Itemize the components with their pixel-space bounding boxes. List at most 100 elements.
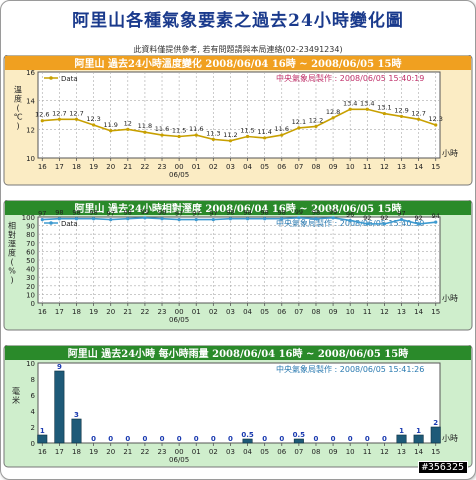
y-axis-label-char: 度 — [14, 94, 22, 104]
x-tick-label: 06 — [277, 163, 286, 171]
data-label: 98 — [158, 209, 166, 217]
y-tick-label: 90 — [26, 223, 35, 231]
x-tick-label: 19 — [89, 163, 98, 171]
data-point — [228, 217, 233, 221]
rain-bar — [242, 438, 253, 444]
x-tick-label: 11 — [363, 308, 372, 316]
x-tick-label: 04 — [243, 448, 252, 456]
x-date-label: 06/05 — [169, 456, 189, 464]
y-tick-label: 6 — [31, 392, 36, 400]
bar-value-label: 1 — [40, 427, 45, 435]
legend-marker — [49, 221, 53, 225]
data-point — [126, 127, 130, 131]
data-point — [109, 217, 113, 222]
bar-value-label: 0 — [91, 435, 96, 443]
data-point — [382, 111, 387, 116]
data-label: 98 — [243, 209, 251, 217]
chart-header-bar — [5, 346, 471, 360]
x-tick-label: 12 — [380, 163, 389, 171]
x-tick-label: 08 — [312, 308, 321, 316]
x-tick-label: 12 — [380, 308, 389, 316]
data-point — [160, 217, 164, 221]
plot-area — [37, 71, 441, 159]
data-label: 99 — [329, 208, 337, 216]
data-label: 11.6 — [189, 125, 203, 133]
rain-bar — [396, 434, 407, 444]
data-point — [245, 217, 250, 221]
y-tick-label: 30 — [26, 274, 35, 282]
watermark: #356325 — [417, 461, 468, 474]
bar-value-label: 2 — [433, 419, 438, 427]
data-label: 11.9 — [103, 121, 117, 129]
y-tick-label: 70 — [26, 240, 35, 248]
data-point — [177, 217, 181, 222]
data-label: 12.1 — [292, 118, 306, 126]
chart-header-bar — [5, 201, 471, 215]
y-tick-label: 2 — [31, 424, 35, 432]
x-tick-label: 04 — [243, 308, 252, 316]
data-point — [263, 136, 267, 140]
data-point — [109, 129, 113, 133]
legend-marker — [49, 76, 53, 80]
data-label: 99 — [141, 208, 149, 216]
series-line — [42, 217, 436, 225]
data-label: 11.8 — [138, 122, 152, 130]
x-date-label: 06/05 — [169, 171, 189, 179]
data-label: 97 — [397, 210, 405, 218]
x-tick-label: 09 — [329, 163, 338, 171]
data-label: 12.2 — [309, 116, 323, 124]
x-tick-label: 18 — [72, 448, 81, 456]
x-tick-label: 22 — [140, 308, 149, 316]
data-label: 98 — [278, 209, 286, 217]
data-label: 98 — [55, 209, 63, 217]
y-axis-label-char: 毫 — [12, 386, 20, 396]
x-tick-label: 00 — [175, 163, 184, 171]
x-tick-label: 04 — [243, 163, 252, 171]
data-label: 97 — [107, 210, 115, 218]
bar-value-label: 0 — [262, 435, 267, 443]
x-unit-label: 小時 — [442, 149, 458, 158]
y-tick-label: 50 — [26, 257, 35, 265]
bar-value-label: 3 — [74, 411, 79, 419]
x-tick-label: 05 — [260, 308, 269, 316]
data-point — [194, 217, 198, 222]
y-axis-label-char: 溫 — [14, 86, 22, 95]
data-label: 97 — [175, 210, 183, 218]
y-axis-label: 毫米 — [12, 386, 20, 405]
y-axis-label-char: 米 — [12, 395, 20, 405]
y-axis-label-char: ℃ — [14, 113, 23, 122]
x-tick-label: 01 — [192, 308, 201, 316]
y-tick-label: 12 — [26, 126, 35, 134]
y-tick-label: 80 — [26, 231, 35, 239]
x-tick-label: 05 — [260, 163, 269, 171]
y-axis-label-char: ( — [16, 104, 19, 113]
data-label: 13.4 — [360, 99, 374, 107]
y-axis-label: 溫度(℃) — [14, 86, 23, 131]
data-point — [382, 222, 387, 226]
bar-value-label: 0 — [348, 435, 353, 443]
x-date-label: 06/05 — [169, 316, 189, 324]
y-tick-label: 100 — [22, 214, 35, 222]
x-tick-label: 16 — [38, 308, 47, 316]
x-tick-label: 20 — [106, 448, 115, 456]
x-tick-label: 19 — [89, 448, 98, 456]
x-tick-label: 18 — [72, 163, 81, 171]
y-axis-label: 相對溼度(%) — [8, 221, 16, 285]
data-label: 12.9 — [394, 106, 408, 114]
x-tick-label: 14 — [414, 163, 423, 171]
data-point — [91, 123, 96, 127]
data-label: 12.7 — [411, 109, 425, 117]
y-axis-label-char: 度 — [8, 248, 16, 258]
y-axis-label-char: ) — [10, 276, 13, 285]
data-label: 11.6 — [275, 125, 289, 133]
y-tick-label: 0 — [31, 300, 35, 308]
data-point — [365, 222, 369, 226]
x-tick-label: 16 — [38, 163, 47, 171]
data-point — [434, 220, 438, 224]
plot-area — [37, 362, 441, 444]
x-tick-label: 09 — [329, 448, 338, 456]
y-tick-label: 10 — [26, 360, 35, 368]
x-tick-label: 16 — [38, 448, 47, 456]
data-point — [57, 217, 61, 221]
data-label: 13.4 — [343, 99, 357, 107]
